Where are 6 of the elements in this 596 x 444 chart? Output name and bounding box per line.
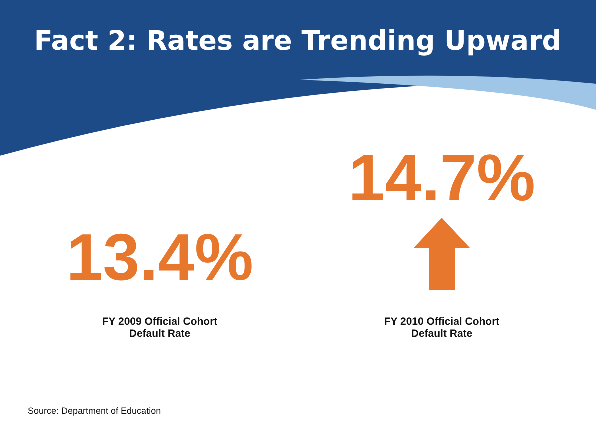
category-label: FY 2010 Official Cohort Default Rate [383,316,501,340]
data-label: 14.7% [348,140,536,214]
data-label: 13.4% [66,220,254,294]
text: Fact 2: Rates are Trending Upward [33,26,563,57]
source-note: Source: Department of Education [28,406,162,416]
category-label: FY 2009 Official Cohort Default Rate [101,316,219,340]
